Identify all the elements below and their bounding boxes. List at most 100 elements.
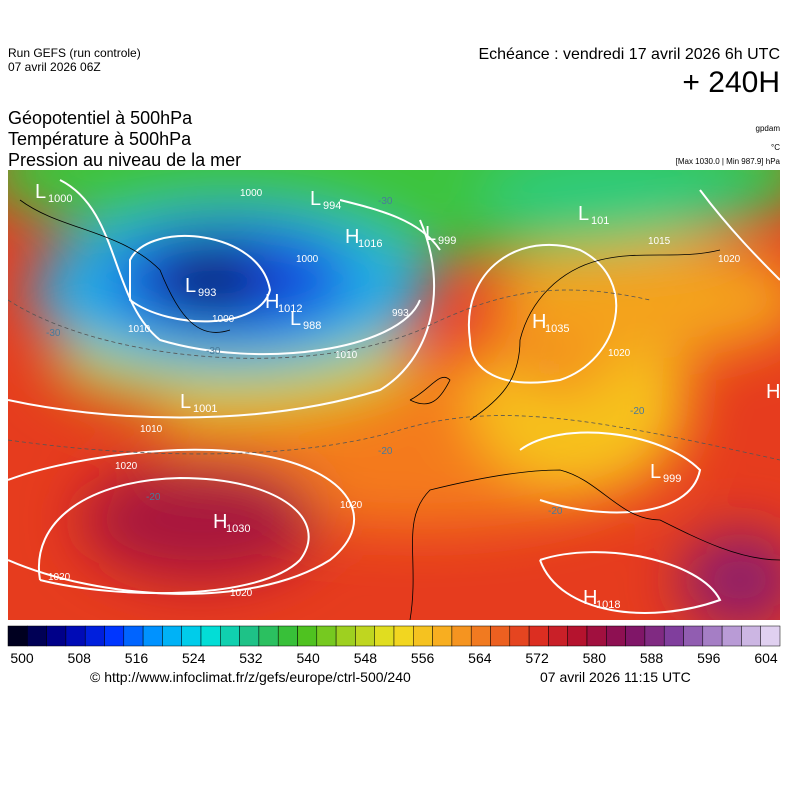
isobar-label: 1010 <box>335 350 358 361</box>
colorbar-tick-label: 572 <box>525 650 549 666</box>
colorbar-tick-label: 604 <box>754 650 778 666</box>
isotherm-label: -20 <box>378 446 393 457</box>
colorbar-swatch <box>683 625 704 647</box>
colorbar-tick-label: 556 <box>411 650 435 666</box>
colorbar-swatch <box>451 625 472 647</box>
colorbar-swatch <box>586 625 607 647</box>
pressure-center-type: L <box>310 188 321 210</box>
pressure-center-value: 988 <box>303 320 321 332</box>
isobar-label: 993 <box>392 308 409 319</box>
pressure-center-type: H <box>583 587 597 609</box>
pressure-center-type: L <box>425 223 436 245</box>
generated-time: 07 avril 2026 11:15 UTC <box>540 669 691 685</box>
isotherm-label: -20 <box>146 492 161 503</box>
pressure-center-value: 993 <box>198 287 216 299</box>
pressure-center-type: L <box>35 181 46 203</box>
isotherm-label: -20 <box>548 506 563 517</box>
colorbar-tick-label: 532 <box>239 650 263 666</box>
colorbar-swatch <box>258 625 279 647</box>
isobar-label: 1020 <box>718 254 741 265</box>
colorbar-tick-label: 588 <box>640 650 664 666</box>
isobar-label: 1000 <box>296 254 319 265</box>
coastlines <box>19 199 780 620</box>
isobar-label: 1015 <box>648 236 671 247</box>
pressure-center-value: 1035 <box>545 323 569 335</box>
colorbar-swatch <box>277 625 298 647</box>
pressure-center-type: H <box>213 511 227 533</box>
pressure-center-value: 1030 <box>226 523 250 535</box>
field: Géopotentiel à 500hPa <box>8 108 193 128</box>
pressure-center-type: L <box>180 391 191 413</box>
pressure-center-value: 994 <box>323 200 341 212</box>
isotherm-label: -20 <box>630 406 645 417</box>
pressure-center-value: 1000 <box>48 193 72 205</box>
pressure-center-type: H <box>265 291 279 313</box>
colorbar-swatch <box>702 625 723 647</box>
isobar-label: 1020 <box>608 348 631 359</box>
colorbar-tick-label: 500 <box>10 650 34 666</box>
colorbar-swatch <box>393 625 414 647</box>
pressure-center-value: 999 <box>663 473 681 485</box>
colorbar-swatch <box>316 625 337 647</box>
colorbar-swatch <box>413 625 433 647</box>
colorbar-swatch <box>760 625 781 647</box>
colorbar-swatch <box>65 625 86 647</box>
unit: gpdam <box>755 124 780 133</box>
isotherm-label: -30 <box>378 196 393 207</box>
colorbar-swatch <box>84 625 105 647</box>
colorbar-swatch <box>335 625 356 647</box>
colorbar-swatch <box>297 625 318 647</box>
echeance: Echéance : vendredi 17 avril 2026 6h UTC <box>478 46 780 63</box>
pressure-center-value: 1018 <box>596 599 620 611</box>
colorbar-swatch <box>567 625 588 647</box>
colorbar-tick-label: 548 <box>354 650 378 666</box>
colorbar-swatch <box>741 625 761 647</box>
pressure-center-type: H <box>345 226 359 248</box>
colorbar-swatch <box>644 625 665 647</box>
unit: [Max 1030.0 | Min 987.9] hPa <box>675 157 780 166</box>
colorbar-swatch <box>490 625 511 647</box>
isobar-label: 1020 <box>48 572 71 583</box>
isotherm-label: -30 <box>206 346 221 357</box>
colorbar-swatch <box>509 625 530 647</box>
colorbar-swatch <box>374 625 395 647</box>
pressure-center-type: L <box>185 275 196 297</box>
field: Température à 500hPa <box>8 129 192 149</box>
colorbar-swatch <box>46 625 67 647</box>
colorbar-swatch <box>142 625 163 647</box>
pressure-center-value: 1001 <box>193 403 217 415</box>
isobar-label: 1010 <box>140 424 163 435</box>
colorbar-swatch <box>721 625 742 647</box>
unit: °C <box>771 143 780 152</box>
colorbar-swatch <box>181 625 202 647</box>
isobar-label: 1000 <box>212 314 235 325</box>
colorbar-swatch <box>625 625 646 647</box>
isobars <box>8 179 780 614</box>
pressure-center-value: 1012 <box>278 303 302 315</box>
colorbar: 500 508 516 524 532 540 548 556 564 572 580 588 596 6… <box>7 625 781 666</box>
colorbar-tick-label: 540 <box>296 650 320 666</box>
colorbar-tick-label: 508 <box>68 650 92 666</box>
colorbar-tick-label: 516 <box>125 650 149 666</box>
pressure-center-value: 1016 <box>358 238 382 250</box>
colorbar-swatch <box>7 625 28 647</box>
isobar-label: 1020 <box>230 588 253 599</box>
colorbar-tick-label: 580 <box>583 650 607 666</box>
colorbar-swatch <box>548 625 568 647</box>
colorbar-swatch <box>162 625 182 647</box>
pressure-center-type: L <box>578 203 589 225</box>
isobar-label: 1000 <box>240 188 263 199</box>
colorbar-tick-label: 596 <box>697 650 721 666</box>
colorbar-swatch <box>104 625 125 647</box>
colorbar-swatch <box>220 625 240 647</box>
pressure-center-value: 999 <box>438 235 456 247</box>
run-date: 07 avril 2026 06Z <box>8 60 101 74</box>
pressure-center-type: H <box>766 381 780 403</box>
pressure-center-type: L <box>290 308 301 330</box>
field: Pression au niveau de la mer <box>8 150 242 170</box>
lead-time: + 240H <box>682 66 780 99</box>
colorbar-swatch <box>239 625 260 647</box>
